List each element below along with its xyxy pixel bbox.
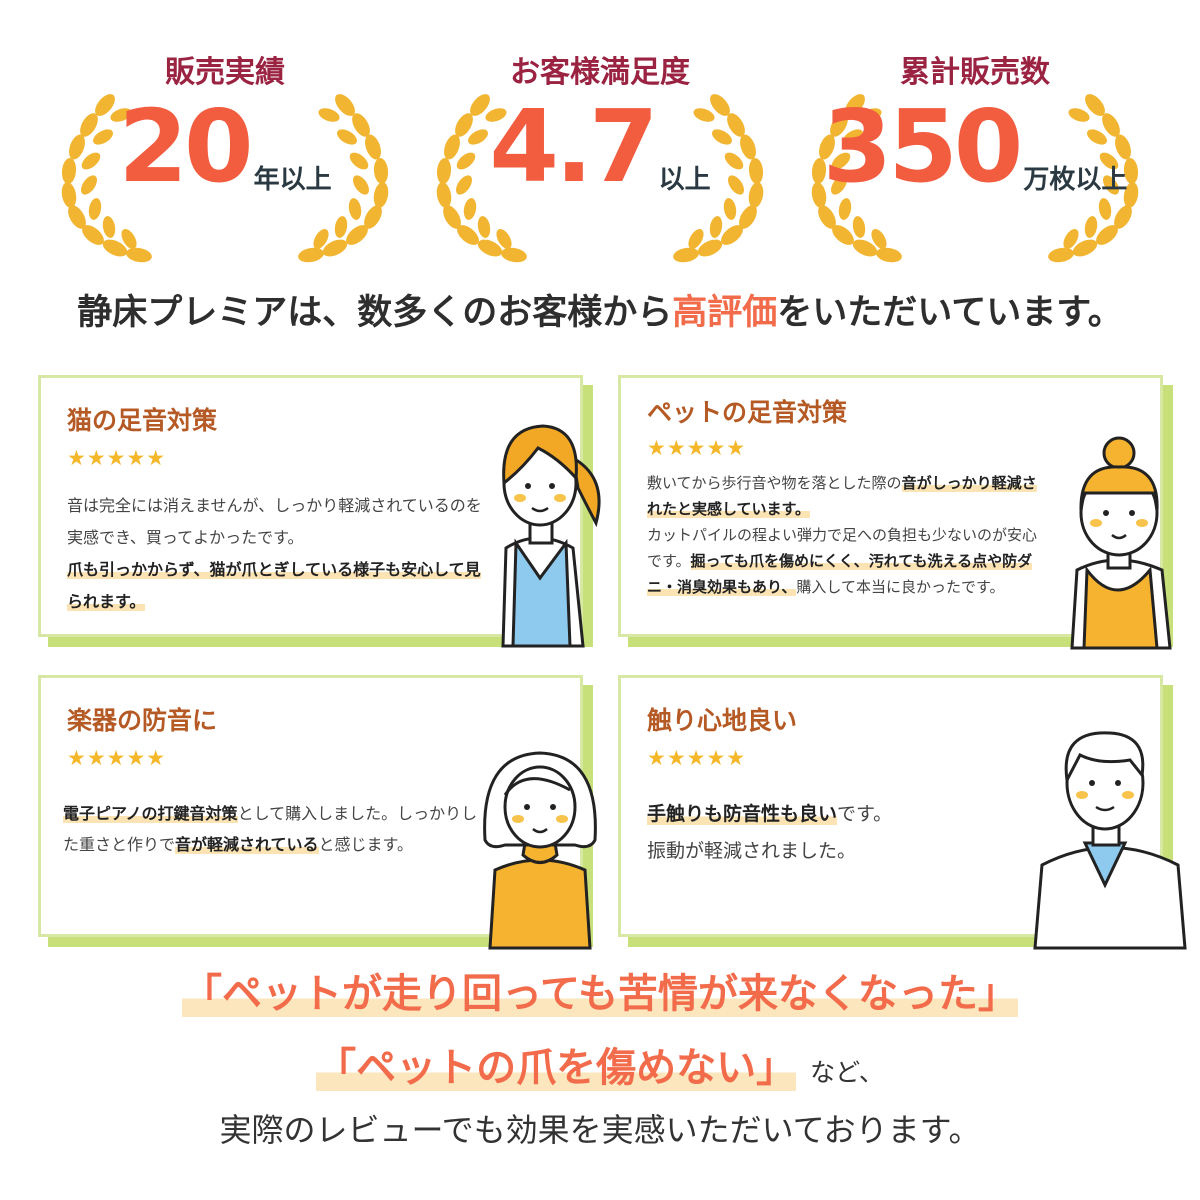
stat-total-sales: 累計販売数 350 万枚以上 [795, 55, 1155, 265]
review-text-emphasis: 手触りも防音性も良い [647, 803, 838, 825]
review-title: ペットの足音対策 [647, 398, 848, 427]
closing-statement: 実際のレビューでも効果を実感いただいております。 [219, 1111, 981, 1149]
stat-label: 販売実績 [165, 55, 285, 90]
stat-value-row: 350 万枚以上 [795, 97, 1155, 197]
review-title: 楽器の防音に [67, 706, 218, 735]
review-text: 敷いてから歩行音や物を落とした際の [647, 474, 902, 492]
star-rating: ★★★★★ [647, 436, 747, 460]
woman-bob-illustration [483, 751, 597, 950]
star-rating: ★★★★★ [67, 446, 167, 470]
stat-unit: 万枚以上 [1023, 165, 1128, 195]
review-text-emphasis: 音が軽減されている [175, 835, 319, 854]
stat-value: 20 [118, 88, 253, 205]
stat-value-row: 20 年以上 [45, 97, 405, 197]
woman-ponytail-illustration [501, 424, 601, 648]
stat-satisfaction: お客様満足度 4.7 以上 [420, 55, 780, 265]
closing-quote-1: 「ペットが走り回っても苦情が来なくなった」 [0, 970, 1200, 1018]
quote-text: 「ペットの爪を傷めない」 [316, 1045, 797, 1091]
review-body: 手触りも防音性も良いです。振動が軽減されました。 [647, 796, 1027, 870]
review-text: です。 [837, 803, 893, 825]
review-title: 猫の足音対策 [67, 406, 218, 435]
stat-label: 累計販売数 [900, 55, 1050, 90]
headline-highlight: 高評価 [672, 293, 778, 333]
review-body: 敷いてから歩行音や物を落とした際の音がしっかり軽減されたと実感しています。 カット… [647, 470, 1047, 600]
review-title: 触り心地良い [647, 706, 798, 735]
woman-bun-illustration [1070, 436, 1172, 650]
review-text: 振動が軽減されました。 [647, 840, 857, 862]
stat-unit: 年以上 [253, 165, 332, 195]
review-text: 購入して本当に良かったです。 [796, 578, 1005, 596]
review-text: として購入しました。しっかりした重さと作りで [63, 804, 478, 854]
stat-value-row: 4.7 以上 [420, 97, 780, 197]
review-body: 電子ピアノの打鍵音対策として購入しました。しっかりした重さと作りで音が軽減されて… [63, 798, 483, 860]
review-card: ペットの足音対策 ★★★★★ 敷いてから歩行音や物を落とした際の音がしっかり軽減… [618, 375, 1163, 637]
review-text: 音は完全には消えませんが、しっかり軽減されているのを実感でき、買ってよかったです… [67, 496, 482, 547]
review-text: と感じます。 [318, 835, 413, 854]
stat-sales-years: 販売実績 20 年以上 [45, 55, 405, 265]
star-rating: ★★★★★ [67, 746, 167, 770]
review-body: 音は完全には消えませんが、しっかり軽減されているのを実感でき、買ってよかったです… [67, 490, 487, 618]
review-text: カットパイルの程よい弾力で足への負担も少ないのが安心です。 [647, 526, 1038, 570]
quote-text: 「ペットが走り回っても苦情が来なくなった」 [182, 971, 1018, 1017]
headline-text: をいただいています。 [777, 293, 1123, 333]
review-text-emphasis: 爪も引っかからず、猫が爪とぎしている様子も安心して見られます。 [67, 560, 481, 611]
stat-unit: 以上 [658, 165, 711, 195]
headline-text: 静床プレミアは、数多くのお客様から [77, 293, 673, 333]
review-card: 猫の足音対策 ★★★★★ 音は完全には消えませんが、しっかり軽減されているのを実… [38, 375, 583, 637]
star-rating: ★★★★★ [647, 746, 747, 770]
stat-value: 350 [822, 88, 1024, 205]
stat-label: お客様満足度 [510, 55, 690, 90]
review-text-emphasis: 電子ピアノの打鍵音対策 [63, 804, 238, 823]
stat-value: 4.7 [489, 88, 658, 205]
man-illustration [1033, 731, 1187, 950]
headline: 静床プレミアは、数多くのお客様から高評価をいただいています。 [0, 284, 1200, 335]
closing-quote-2: 「ペットの爪を傷めない」 など、 [0, 1044, 1200, 1097]
quote-tail: など、 [810, 1058, 884, 1087]
